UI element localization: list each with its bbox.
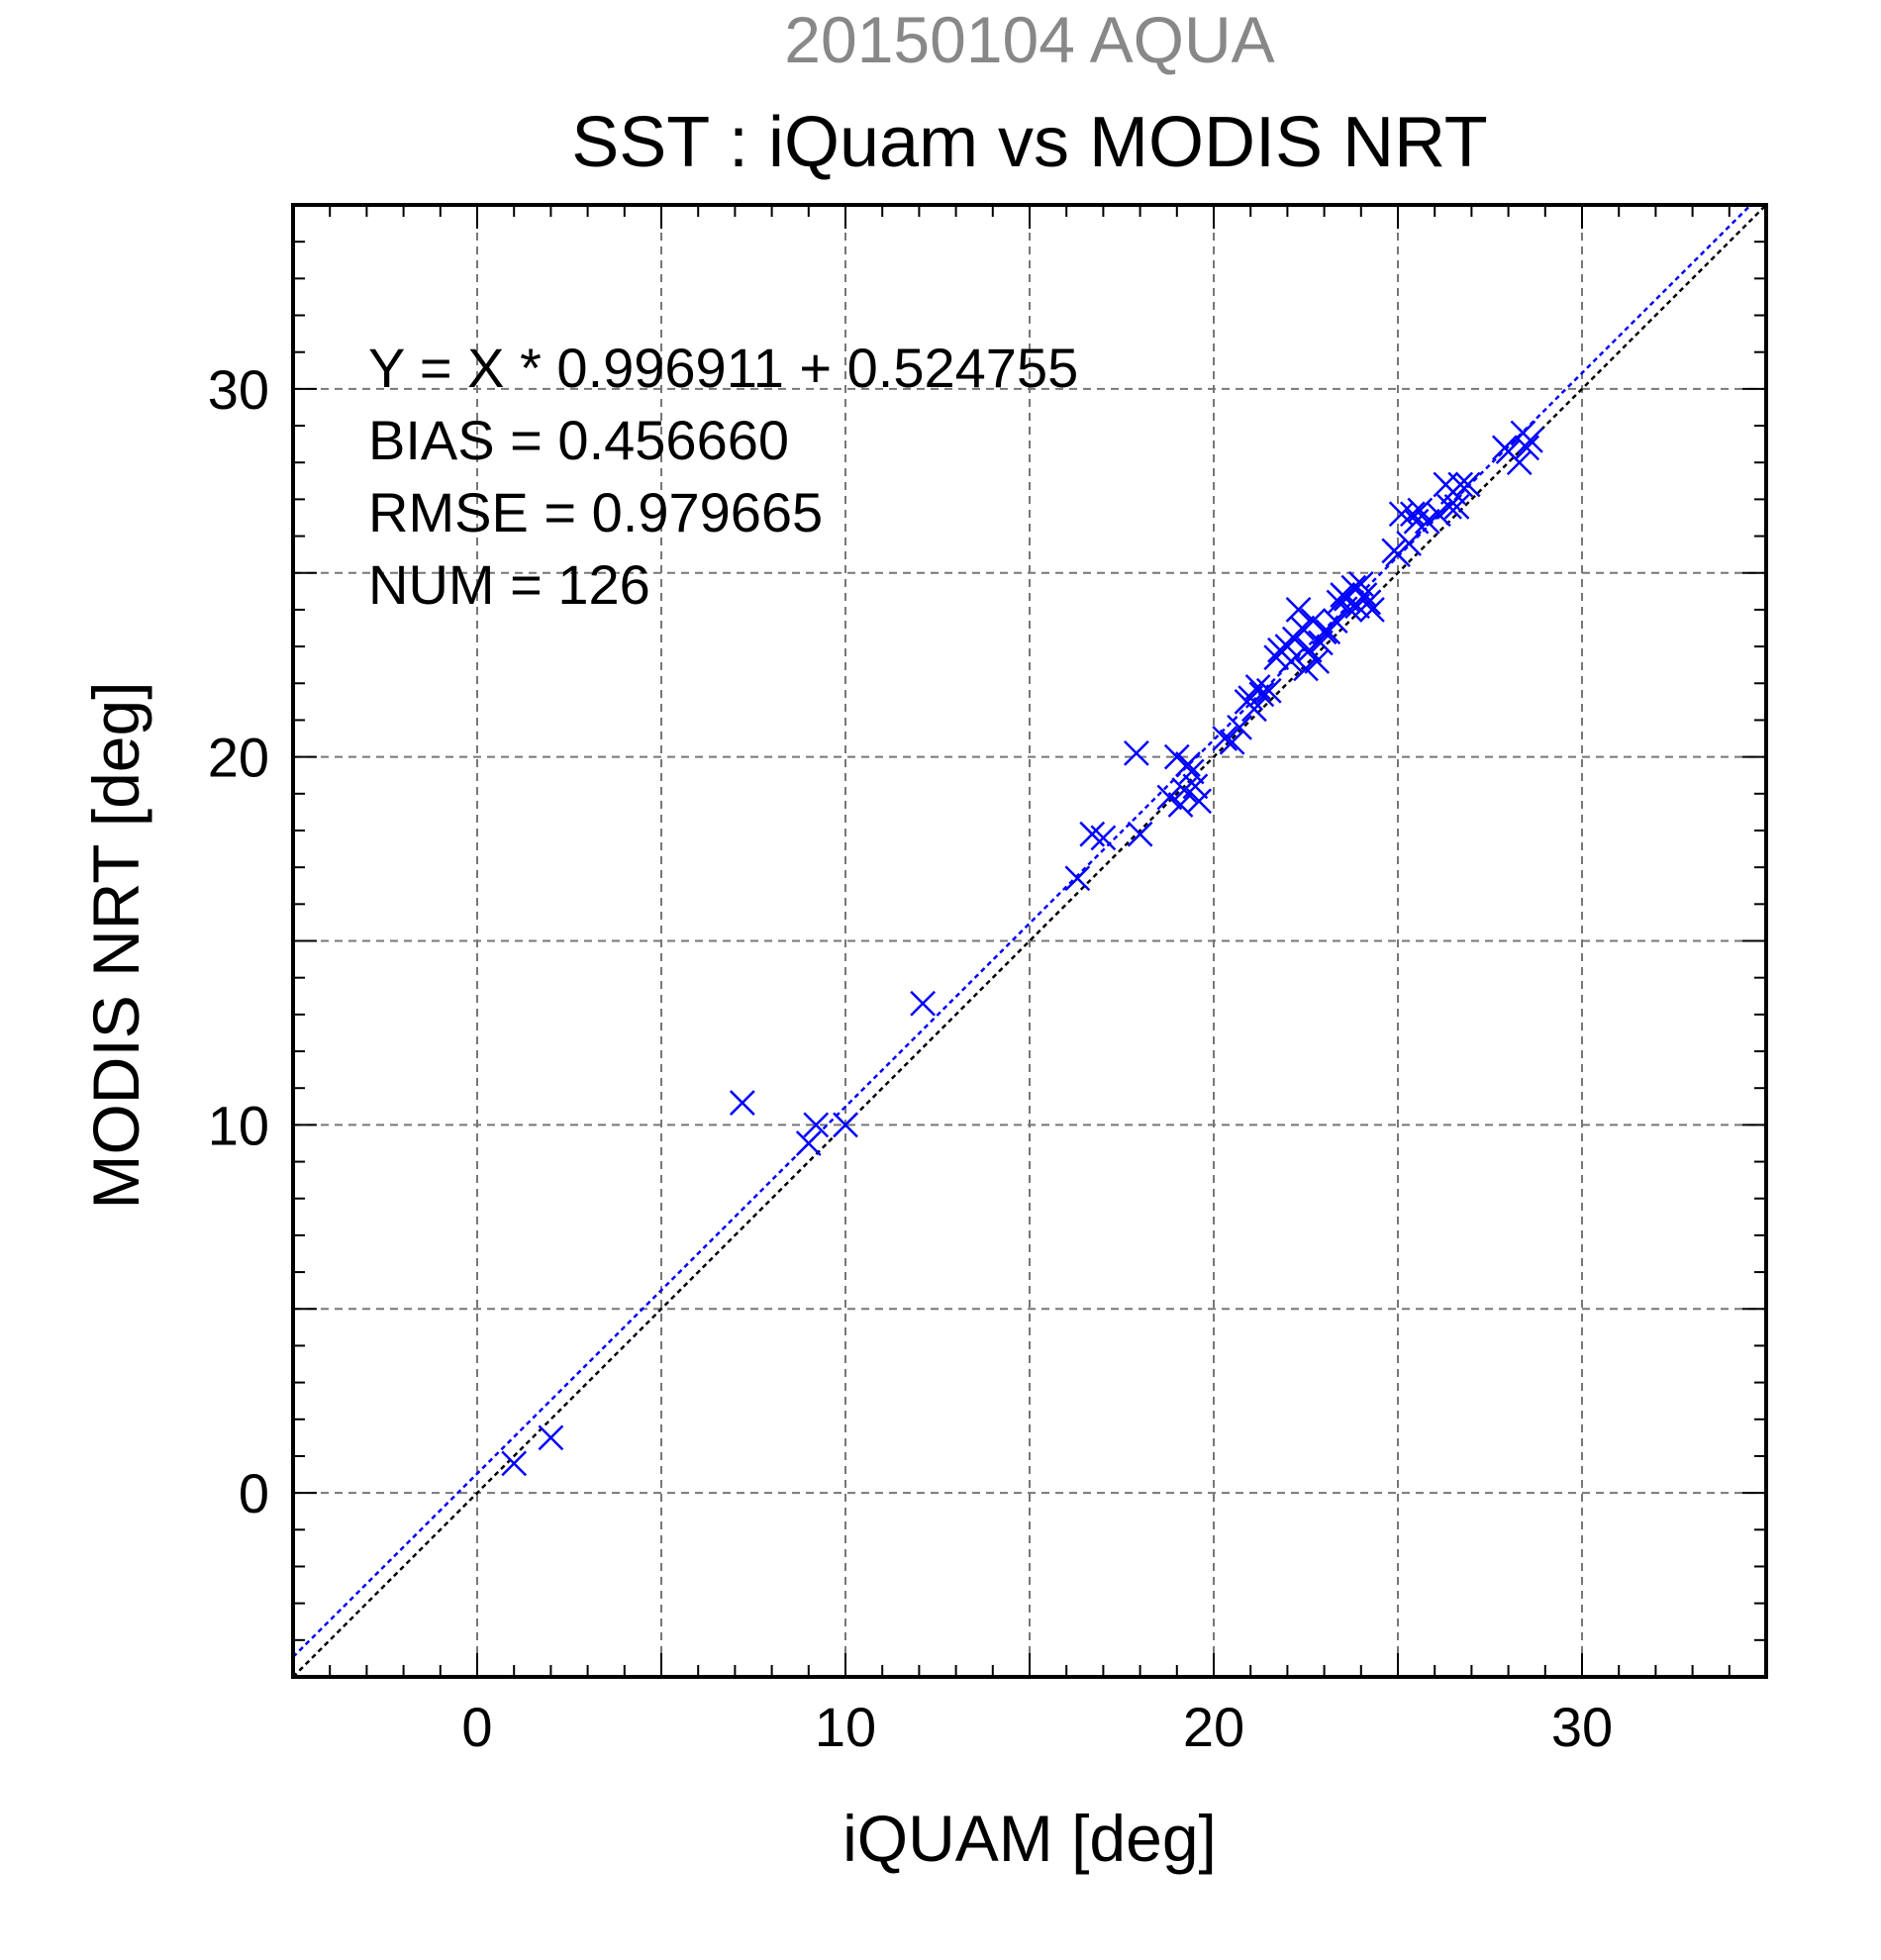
stats-regression: Y = X * 0.996911 + 0.524755 [368, 337, 1078, 399]
data-point [1518, 428, 1543, 453]
data-point [1289, 615, 1316, 641]
data-point [1285, 597, 1312, 623]
data-point [1514, 435, 1540, 461]
data-point [1186, 788, 1213, 815]
data-point [1351, 582, 1378, 608]
data-point [729, 1090, 755, 1116]
data-point [1443, 493, 1470, 520]
grid-lines [293, 205, 1766, 1677]
data-point [1178, 758, 1205, 785]
stats-num: NUM = 126 [368, 553, 650, 616]
chart-title: SST : iQuam vs MODIS NRT [571, 103, 1488, 182]
data-point [1454, 471, 1481, 498]
data-point [1248, 681, 1275, 708]
data-point [1090, 825, 1117, 851]
data-point [501, 1450, 528, 1477]
data-point [1414, 508, 1440, 535]
data-point [1506, 449, 1533, 476]
data-point [1436, 493, 1462, 520]
x-tick-label: 0 [461, 1696, 492, 1758]
y-axis-label: MODIS NRT [deg] [79, 681, 152, 1209]
data-point [1399, 501, 1426, 528]
regression-line [292, 204, 1752, 1658]
data-point [1241, 696, 1267, 723]
data-point [910, 990, 937, 1017]
data-point [1227, 715, 1252, 740]
data-point [1396, 531, 1423, 556]
data-point [1447, 471, 1474, 498]
x-tick-label: 20 [1183, 1696, 1244, 1758]
stats-rmse: RMSE = 0.979665 [368, 481, 823, 543]
data-point [1175, 751, 1201, 777]
data-point [1156, 784, 1183, 811]
data-point [1355, 589, 1382, 616]
data-point [1426, 501, 1451, 528]
data-point [833, 1112, 858, 1138]
y-tick-label: 0 [239, 1462, 269, 1524]
data-point [1127, 821, 1153, 847]
tick-labels: 0 10 20 30 0 10 20 30 [208, 358, 1613, 1758]
chart-supertitle: 20150104 AQUA [784, 3, 1274, 76]
stats-bias: BIAS = 0.456660 [368, 409, 789, 471]
data-point [795, 1130, 822, 1156]
data-point [1212, 726, 1238, 751]
data-point [1255, 677, 1282, 704]
data-points [501, 420, 1543, 1477]
x-tick-label: 10 [815, 1696, 876, 1758]
data-point [1219, 729, 1245, 755]
data-point [1359, 597, 1385, 623]
y-tick-label: 20 [208, 727, 269, 789]
x-tick-label: 30 [1551, 1696, 1613, 1758]
plot-frame [291, 203, 1768, 1679]
reference-lines [292, 204, 1767, 1678]
data-point [1315, 619, 1341, 645]
x-axis-label: iQUAM [deg] [842, 1802, 1217, 1875]
data-point [538, 1424, 564, 1451]
data-point [1278, 648, 1305, 674]
y-tick-label: 30 [208, 358, 269, 421]
stats-box: Y = X * 0.996911 + 0.524755 BIAS = 0.456… [368, 337, 1078, 616]
data-point [803, 1112, 830, 1138]
data-point [1064, 865, 1091, 892]
y-tick-label: 10 [208, 1094, 269, 1156]
data-point [1167, 792, 1194, 818]
data-point [1322, 608, 1348, 634]
data-point [1123, 740, 1149, 766]
data-point [1182, 773, 1209, 800]
